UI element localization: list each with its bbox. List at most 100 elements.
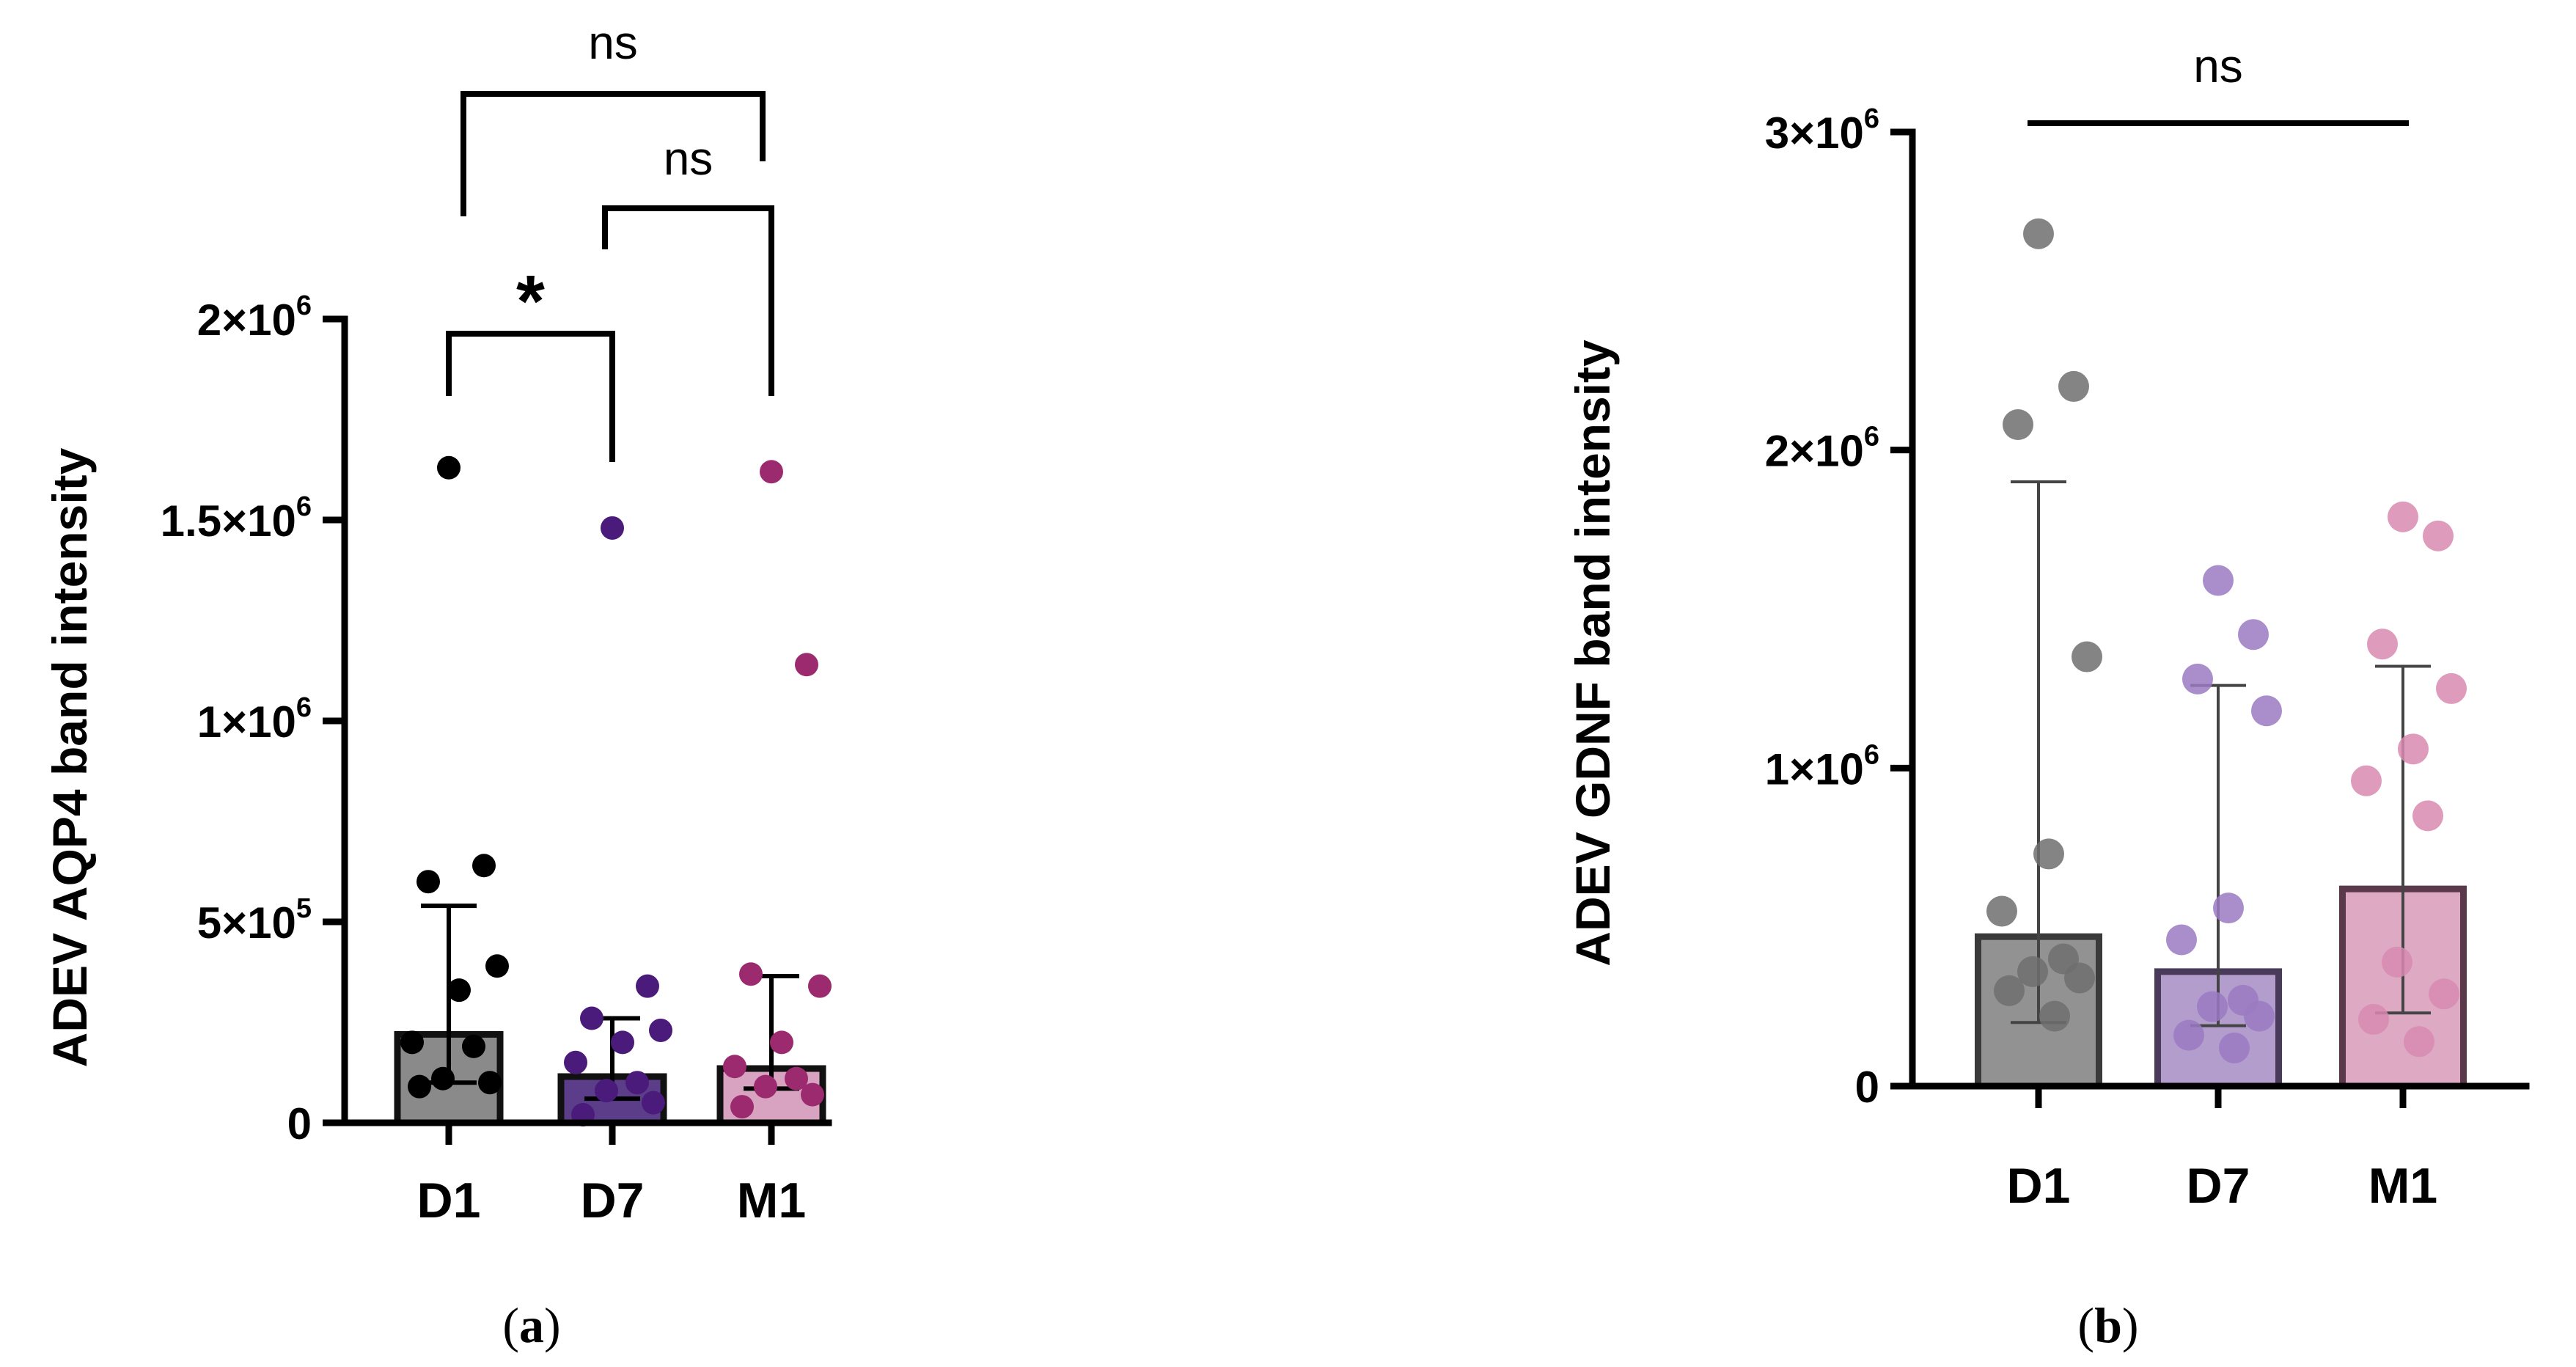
data-point bbox=[754, 1074, 777, 1099]
significance-label: * bbox=[516, 260, 545, 342]
x-tick-label-m1: M1 bbox=[737, 1173, 806, 1228]
data-point bbox=[636, 974, 659, 998]
y-axis-title: ADEV AQP4 band intensity bbox=[43, 447, 97, 1067]
y-tick-label-base: 1×10 bbox=[1765, 744, 1864, 794]
data-point bbox=[785, 1066, 808, 1091]
data-point bbox=[770, 1030, 793, 1055]
y-tick-label-exponent: 6 bbox=[1864, 422, 1879, 452]
data-point bbox=[2398, 733, 2429, 765]
data-point bbox=[2219, 1032, 2250, 1063]
data-point bbox=[2039, 1000, 2070, 1032]
data-point bbox=[2367, 628, 2398, 660]
y-tick-label: 1.5×106 bbox=[161, 491, 312, 546]
data-point bbox=[2023, 218, 2054, 249]
data-point bbox=[642, 1091, 665, 1115]
panel-a-chart: 0 5×105 1×106 1.5×106 2×106 D1 D7 M1 ADEV AQP4 b… bbox=[43, 16, 832, 1228]
significance-label: ns bbox=[2193, 40, 2243, 92]
data-point bbox=[611, 1030, 634, 1055]
data-point bbox=[2436, 672, 2467, 704]
data-point bbox=[760, 460, 783, 484]
data-point bbox=[437, 455, 460, 480]
data-point bbox=[580, 1006, 603, 1030]
data-point bbox=[478, 1071, 502, 1095]
y-tick-label: 3×106 bbox=[1765, 103, 1879, 158]
points-d1 bbox=[1986, 218, 2102, 1032]
bracket-line bbox=[460, 91, 766, 216]
data-point bbox=[485, 954, 509, 978]
points-d1 bbox=[400, 455, 509, 1099]
data-point bbox=[595, 1079, 618, 1103]
points-d7 bbox=[2166, 565, 2282, 1063]
data-point bbox=[723, 1055, 746, 1079]
data-point bbox=[2388, 501, 2418, 532]
data-point bbox=[601, 516, 624, 540]
y-tick-label-base: 0 bbox=[1855, 1063, 1879, 1112]
y-tick-label: 2×106 bbox=[197, 290, 312, 345]
data-point bbox=[2351, 765, 2382, 796]
x-tick-label-d1: D1 bbox=[2007, 1158, 2071, 1214]
data-point bbox=[2058, 370, 2089, 402]
data-point bbox=[472, 854, 496, 878]
significance-bracket-d1-d7: * bbox=[446, 260, 615, 462]
data-point bbox=[2382, 946, 2412, 978]
data-point bbox=[2173, 1019, 2204, 1051]
data-point bbox=[2213, 893, 2244, 924]
data-point bbox=[2404, 1026, 2434, 1058]
data-point bbox=[462, 1034, 485, 1058]
y-tick-label-exponent: 5 bbox=[296, 893, 312, 924]
y-tick-label: 0 bbox=[287, 1099, 312, 1148]
points-d7 bbox=[564, 516, 672, 1127]
y-tick-label-exponent: 6 bbox=[1864, 103, 1879, 134]
panel-a-label: (a) bbox=[502, 1297, 560, 1353]
data-point bbox=[649, 1018, 672, 1042]
data-point bbox=[2017, 956, 2048, 987]
x-tick-label-m1: M1 bbox=[2368, 1158, 2437, 1214]
data-point bbox=[2244, 1000, 2275, 1032]
significance-bracket-d7-m1: ns bbox=[602, 132, 774, 396]
data-point bbox=[2238, 619, 2269, 650]
y-tick-label-base: 3×10 bbox=[1765, 109, 1864, 158]
data-point bbox=[2064, 962, 2095, 994]
significance-label: ns bbox=[588, 16, 638, 69]
data-point bbox=[2166, 924, 2197, 956]
data-point bbox=[795, 653, 818, 677]
data-point bbox=[2412, 800, 2443, 832]
bracket-line bbox=[446, 331, 615, 462]
x-tick-label-d7: D7 bbox=[2187, 1158, 2250, 1214]
data-point bbox=[2003, 408, 2033, 440]
data-point bbox=[1994, 975, 2025, 1006]
data-point bbox=[2423, 520, 2454, 551]
y-tick-label-base: 1×10 bbox=[197, 697, 296, 747]
y-tick-label-exponent: 6 bbox=[1864, 739, 1879, 770]
y-tick-label: 2×106 bbox=[1765, 422, 1879, 476]
y-tick-label-exponent: 6 bbox=[296, 692, 312, 723]
data-point bbox=[408, 1074, 431, 1099]
points-m1 bbox=[723, 460, 832, 1119]
data-point bbox=[2429, 978, 2459, 1010]
data-point bbox=[447, 978, 471, 1003]
panel-b-label: (b) bbox=[2077, 1297, 2138, 1353]
x-tick-label-d1: D1 bbox=[417, 1173, 481, 1228]
data-point bbox=[2182, 663, 2213, 695]
data-point bbox=[2203, 565, 2234, 596]
data-point bbox=[739, 962, 763, 986]
data-point bbox=[730, 1095, 754, 1119]
significance-bracket-d1-m1: ns bbox=[2028, 40, 2409, 126]
data-point bbox=[808, 974, 832, 998]
data-point bbox=[801, 1082, 824, 1107]
x-tick-label-d7: D7 bbox=[581, 1173, 645, 1228]
significance-label: ns bbox=[664, 132, 713, 185]
data-point bbox=[2358, 1003, 2389, 1035]
points-m1 bbox=[2351, 501, 2467, 1058]
data-point bbox=[564, 1050, 587, 1074]
y-tick-label-base: 5×10 bbox=[197, 898, 296, 948]
y-axis-title: ADEV GDNF band intensity bbox=[1566, 340, 1620, 967]
data-point bbox=[417, 870, 440, 894]
data-point bbox=[2251, 695, 2282, 727]
y-tick-label: 1×106 bbox=[1765, 739, 1879, 794]
data-point bbox=[2033, 838, 2064, 870]
y-tick-label-base: 2×10 bbox=[197, 296, 296, 345]
y-tick-label-base: 1.5×10 bbox=[161, 496, 296, 546]
significance-bracket-d1-m1: ns bbox=[460, 16, 766, 216]
